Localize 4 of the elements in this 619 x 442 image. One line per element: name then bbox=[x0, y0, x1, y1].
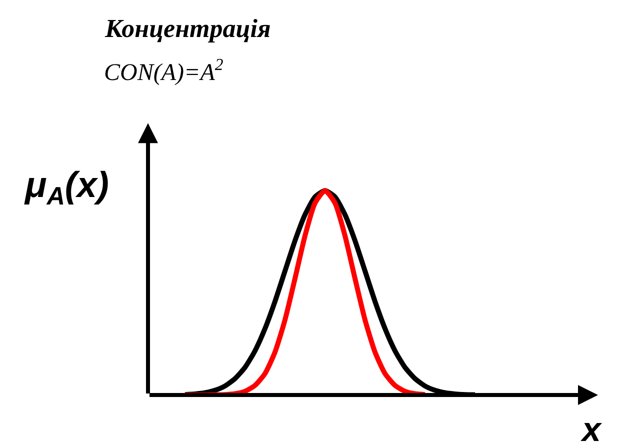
chart-title: Концентрація bbox=[104, 14, 271, 43]
y-axis-title: μ$_{A}$(x) bbox=[24, 164, 109, 211]
chart-subtitle: CON(A)=A$^{2}$ bbox=[104, 55, 224, 86]
x-axis-title: x bbox=[580, 411, 603, 442]
